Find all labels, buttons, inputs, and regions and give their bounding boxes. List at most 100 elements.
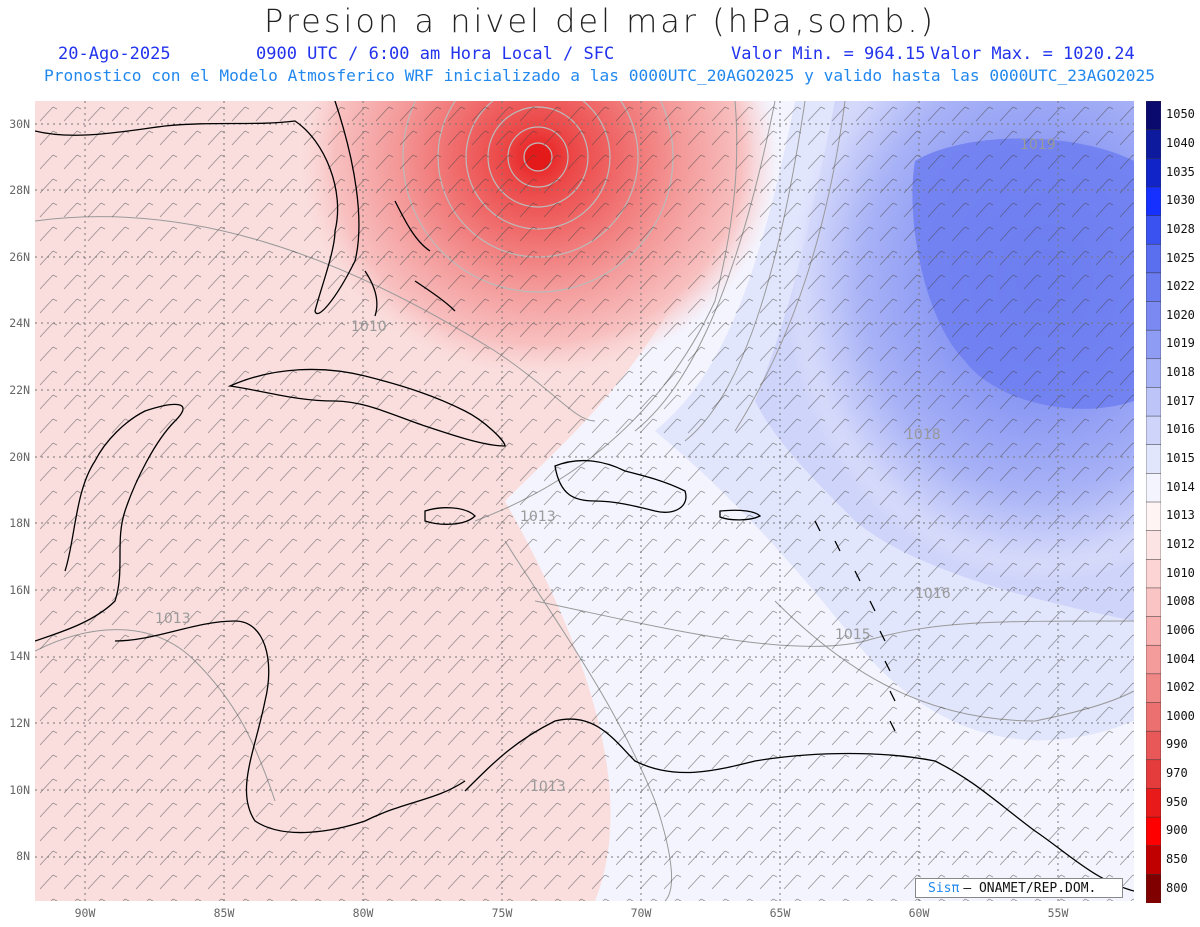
yucatan — [35, 403, 184, 642]
colorbar-label: 1014 — [1166, 479, 1195, 494]
contour-label: 1016 — [915, 586, 951, 602]
contour-label: 1010 — [351, 319, 387, 335]
colorbar-label: 1015 — [1166, 451, 1195, 466]
hispaniola — [554, 459, 687, 513]
colorbar-label: 970 — [1166, 766, 1188, 781]
wind-barbs — [35, 101, 1134, 901]
model-subtitle: Pronostico con el Modelo Atmosferico WRF… — [44, 66, 1156, 85]
colorbar-label: 1040 — [1166, 135, 1195, 150]
colorbar-swatch — [1146, 587, 1161, 618]
sispi-logo: Sisπ — [928, 880, 960, 896]
colorbar-swatch — [1146, 329, 1161, 360]
colorbar-label: 1050 — [1166, 107, 1195, 122]
colorbar-swatch — [1146, 759, 1161, 790]
lon-label: 65W — [769, 906, 791, 920]
contour-label: 1013 — [155, 611, 191, 627]
credit-box: Sisπ – ONAMET/REP.DOM. — [915, 878, 1123, 898]
colorbar-label: 1010 — [1166, 565, 1195, 580]
lat-label: 16N — [9, 583, 30, 597]
contour-label: 1013 — [520, 509, 556, 525]
map-canvas: 1010 1019 1018 1013 1016 1015 1013 1013 — [35, 101, 1134, 901]
colorbar-swatch — [1146, 158, 1161, 188]
colorbar-swatch — [1146, 301, 1161, 331]
lon-label: 55W — [1047, 906, 1069, 920]
lon-label: 70W — [630, 906, 652, 920]
cuba — [227, 368, 506, 447]
puerto-rico — [719, 509, 762, 521]
colorbar-label: 800 — [1166, 880, 1188, 895]
contour-label: 1013 — [530, 779, 566, 795]
bahamas-south — [414, 280, 456, 312]
lat-label: 20N — [9, 450, 30, 464]
colorbar-label: 1028 — [1166, 221, 1195, 236]
colorbar-label: 1000 — [1166, 708, 1195, 723]
colorbar-swatch — [1146, 501, 1161, 532]
south-america-coast — [464, 718, 1134, 892]
lat-label: 24N — [9, 316, 30, 330]
min-value-label: Valor Min. = 964.15 — [731, 44, 926, 64]
central-america — [114, 620, 466, 834]
lesser-antilles — [814, 520, 896, 732]
colorbar-label: 1019 — [1166, 336, 1195, 351]
colorbar-label: 950 — [1166, 794, 1188, 809]
colorbar-swatch — [1146, 874, 1161, 903]
colorbar-label: 1025 — [1166, 250, 1195, 265]
max-value-label: Valor Max. = 1020.24 — [930, 44, 1135, 64]
colorbar-label: 1013 — [1166, 508, 1195, 523]
colorbar-label: 1022 — [1166, 279, 1195, 294]
colorbar-label: 1030 — [1166, 193, 1195, 208]
colorbar-label: 850 — [1166, 852, 1188, 867]
lon-label: 80W — [352, 906, 374, 920]
colorbar-swatch — [1146, 415, 1161, 446]
colorbar-label: 1020 — [1166, 307, 1195, 322]
colorbar-label: 1002 — [1166, 680, 1195, 695]
contour-label: 1018 — [905, 427, 941, 443]
colorbar-swatch — [1146, 129, 1161, 160]
colorbar-swatch — [1146, 444, 1161, 475]
lon-label: 60W — [908, 906, 930, 920]
colorbar-swatch — [1146, 816, 1161, 847]
colorbar-label: 1017 — [1166, 393, 1195, 408]
colorbar-swatch — [1146, 644, 1161, 675]
graticule — [35, 101, 1134, 901]
colorbar-label: 1006 — [1166, 622, 1195, 637]
credit-text: – ONAMET/REP.DOM. — [963, 880, 1097, 896]
contour-label: 1015 — [835, 627, 871, 643]
florida-coast — [35, 101, 360, 315]
contour-label-group: 1010 1019 1018 1013 1016 1015 1013 1013 — [155, 137, 1056, 795]
lat-label: 12N — [9, 716, 30, 730]
time-label: 0900 UTC / 6:00 am Hora Local / SFC — [256, 44, 615, 64]
lat-label: 10N — [9, 783, 30, 797]
lat-label: 22N — [9, 383, 30, 397]
lon-label: 90W — [74, 906, 96, 920]
colorbar-swatch — [1146, 530, 1161, 561]
colorbar-label: 1008 — [1166, 594, 1195, 609]
bahamas — [394, 200, 431, 252]
chart-title: Presion a nivel del mar (hPa,somb.) — [263, 2, 937, 40]
coastlines — [35, 101, 1134, 892]
colorbar-swatch — [1146, 243, 1161, 274]
colorbar-swatch — [1146, 358, 1161, 389]
colorbar-label: 1018 — [1166, 365, 1195, 380]
colorbar-swatch — [1146, 702, 1161, 732]
colorbar-swatch — [1146, 186, 1161, 217]
colorbar-swatch — [1146, 845, 1161, 876]
colorbar-swatch — [1146, 673, 1161, 704]
pressure-map: 1010 1019 1018 1013 1016 1015 1013 1013 — [35, 101, 1134, 901]
colorbar-swatch — [1146, 215, 1161, 245]
colorbar-swatch — [1146, 616, 1161, 646]
colorbar-swatch — [1146, 559, 1161, 589]
andros — [364, 270, 378, 317]
lon-label: 75W — [491, 906, 513, 920]
colorbar — [1146, 101, 1161, 903]
colorbar-swatch — [1146, 730, 1161, 761]
date-label: 20-Ago-2025 — [58, 44, 171, 64]
lat-label: 18N — [9, 516, 30, 530]
lat-label: 26N — [9, 250, 30, 264]
lon-label: 85W — [213, 906, 235, 920]
colorbar-label: 1016 — [1166, 422, 1195, 437]
lat-label: 8N — [16, 849, 30, 863]
colorbar-swatch — [1146, 272, 1161, 303]
colorbar-label: 990 — [1166, 737, 1188, 752]
jamaica — [424, 507, 476, 525]
